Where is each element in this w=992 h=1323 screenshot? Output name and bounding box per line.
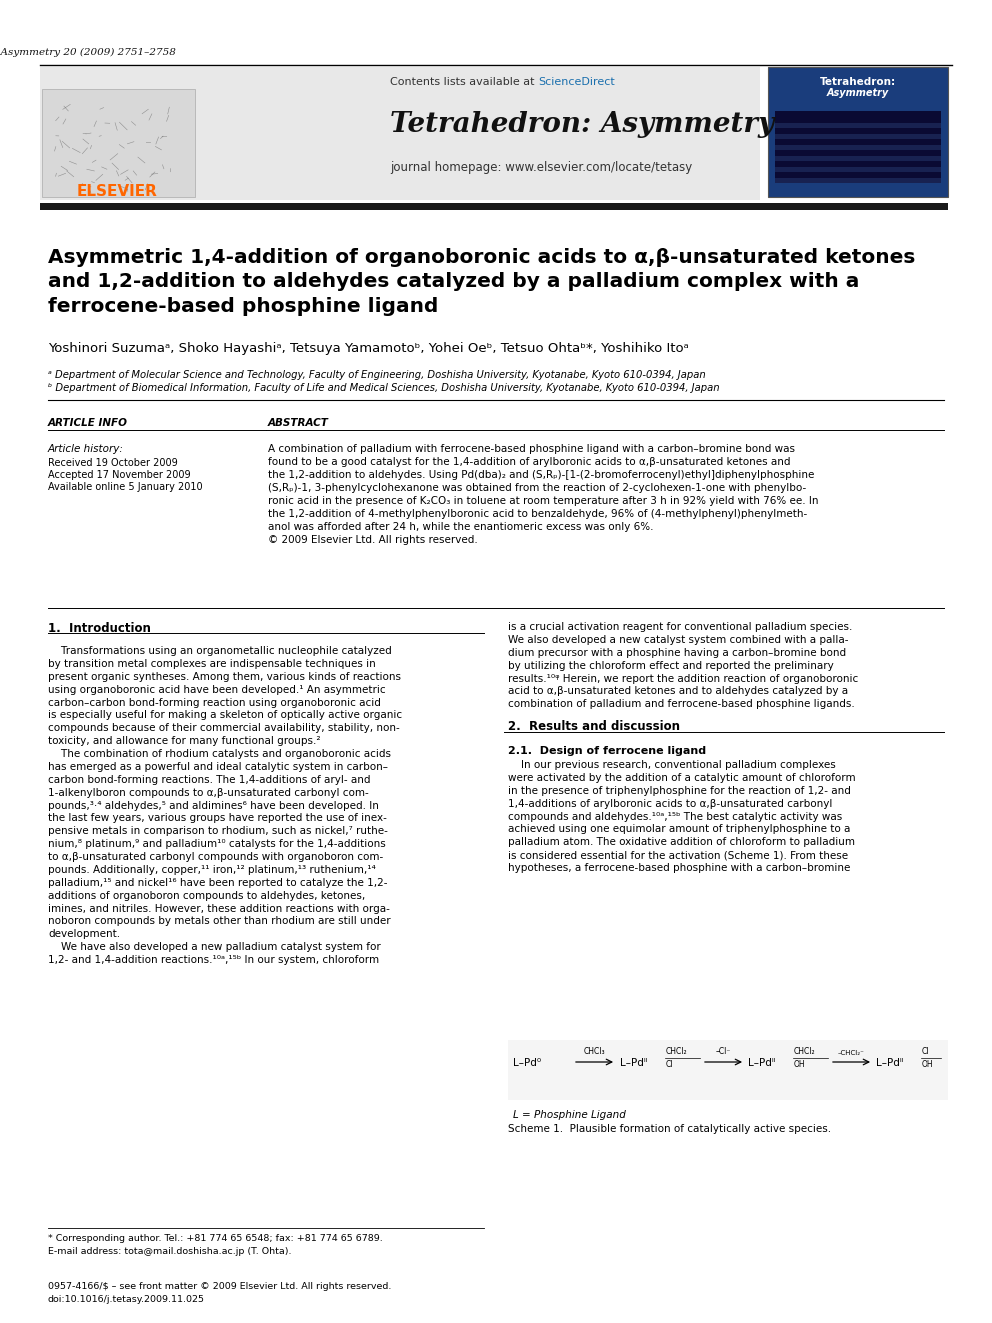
FancyBboxPatch shape [508,1040,948,1099]
Text: 1.  Introduction: 1. Introduction [48,622,151,635]
Text: * Corresponding author. Tel.: +81 774 65 6548; fax: +81 774 65 6789.: * Corresponding author. Tel.: +81 774 65… [48,1234,383,1244]
FancyBboxPatch shape [775,156,941,161]
Text: CHCl₃: CHCl₃ [583,1046,605,1056]
Text: 2.1.  Design of ferrocene ligand: 2.1. Design of ferrocene ligand [508,746,706,755]
Text: L = Phosphine Ligand: L = Phosphine Ligand [513,1110,626,1121]
Text: Contents lists available at: Contents lists available at [390,77,538,87]
Text: Available online 5 January 2010: Available online 5 January 2010 [48,482,202,492]
Text: ᵃ Department of Molecular Science and Technology, Faculty of Engineering, Doshis: ᵃ Department of Molecular Science and Te… [48,370,705,380]
FancyBboxPatch shape [775,134,941,139]
Text: Accepted 17 November 2009: Accepted 17 November 2009 [48,470,190,480]
Text: doi:10.1016/j.tetasy.2009.11.025: doi:10.1016/j.tetasy.2009.11.025 [48,1295,205,1304]
Text: journal homepage: www.elsevier.com/locate/tetasy: journal homepage: www.elsevier.com/locat… [390,161,692,175]
Text: In our previous research, conventional palladium complexes
were activated by the: In our previous research, conventional p… [508,759,856,873]
Text: CHCl₂: CHCl₂ [666,1046,687,1056]
FancyBboxPatch shape [775,179,941,183]
Text: Article history:: Article history: [48,445,124,454]
FancyBboxPatch shape [775,111,941,183]
Text: Yoshinori Suzumaᵃ, Shoko Hayashiᵃ, Tetsuya Yamamotoᵇ, Yohei Oeᵇ, Tetsuo Ohtaᵇ*, : Yoshinori Suzumaᵃ, Shoko Hayashiᵃ, Tetsu… [48,343,688,355]
Text: –Cl⁻: –Cl⁻ [716,1046,731,1056]
Text: Transformations using an organometallic nucleophile catalyzed
by transition meta: Transformations using an organometallic … [48,646,402,964]
FancyBboxPatch shape [775,146,941,149]
Text: ᵇ Department of Biomedical Information, Faculty of Life and Medical Sciences, Do: ᵇ Department of Biomedical Information, … [48,382,719,393]
Text: 0957-4166/$ – see front matter © 2009 Elsevier Ltd. All rights reserved.: 0957-4166/$ – see front matter © 2009 El… [48,1282,392,1291]
Text: OH: OH [922,1060,933,1069]
Text: Tetrahedron; Asymmetry 20 (2009) 2751–2758: Tetrahedron; Asymmetry 20 (2009) 2751–27… [0,48,176,57]
Text: is a crucial activation reagent for conventional palladium species.
We also deve: is a crucial activation reagent for conv… [508,622,858,709]
Text: Asymmetry: Asymmetry [827,89,889,98]
Text: E-mail address: tota@mail.doshisha.ac.jp (T. Ohta).: E-mail address: tota@mail.doshisha.ac.jp… [48,1248,292,1256]
Text: CHCl₂: CHCl₂ [794,1046,815,1056]
Text: L–Pdᴵᴵ: L–Pdᴵᴵ [620,1058,648,1068]
Text: ELSEVIER: ELSEVIER [76,184,158,200]
FancyBboxPatch shape [775,167,941,172]
FancyBboxPatch shape [775,123,941,128]
Text: OH: OH [794,1060,806,1069]
Text: ScienceDirect: ScienceDirect [538,77,615,87]
Text: Cl: Cl [922,1046,930,1056]
Text: A combination of palladium with ferrocene-based phosphine ligand with a carbon–b: A combination of palladium with ferrocen… [268,445,818,545]
Text: Received 19 October 2009: Received 19 October 2009 [48,458,178,468]
Text: Cl: Cl [666,1060,674,1069]
Text: Tetrahedron:: Tetrahedron: [820,77,896,87]
FancyBboxPatch shape [768,67,948,197]
Text: Scheme 1.  Plausible formation of catalytically active species.: Scheme 1. Plausible formation of catalyt… [508,1125,831,1134]
FancyBboxPatch shape [40,67,760,200]
Text: L–Pd⁰: L–Pd⁰ [513,1058,541,1068]
Text: –CHCl₂⁻: –CHCl₂⁻ [838,1050,865,1056]
Text: L–Pdᴵᴵ: L–Pdᴵᴵ [876,1058,904,1068]
FancyBboxPatch shape [40,202,948,210]
Text: ABSTRACT: ABSTRACT [268,418,329,429]
Text: Asymmetric 1,4-addition of organoboronic acids to α,β-unsaturated ketones
and 1,: Asymmetric 1,4-addition of organoboronic… [48,247,916,315]
Text: ARTICLE INFO: ARTICLE INFO [48,418,128,429]
Text: Tetrahedron: Asymmetry: Tetrahedron: Asymmetry [390,111,774,139]
Text: L–Pdᴵᴵ: L–Pdᴵᴵ [748,1058,776,1068]
FancyBboxPatch shape [42,89,195,197]
Text: 2.  Results and discussion: 2. Results and discussion [508,720,680,733]
